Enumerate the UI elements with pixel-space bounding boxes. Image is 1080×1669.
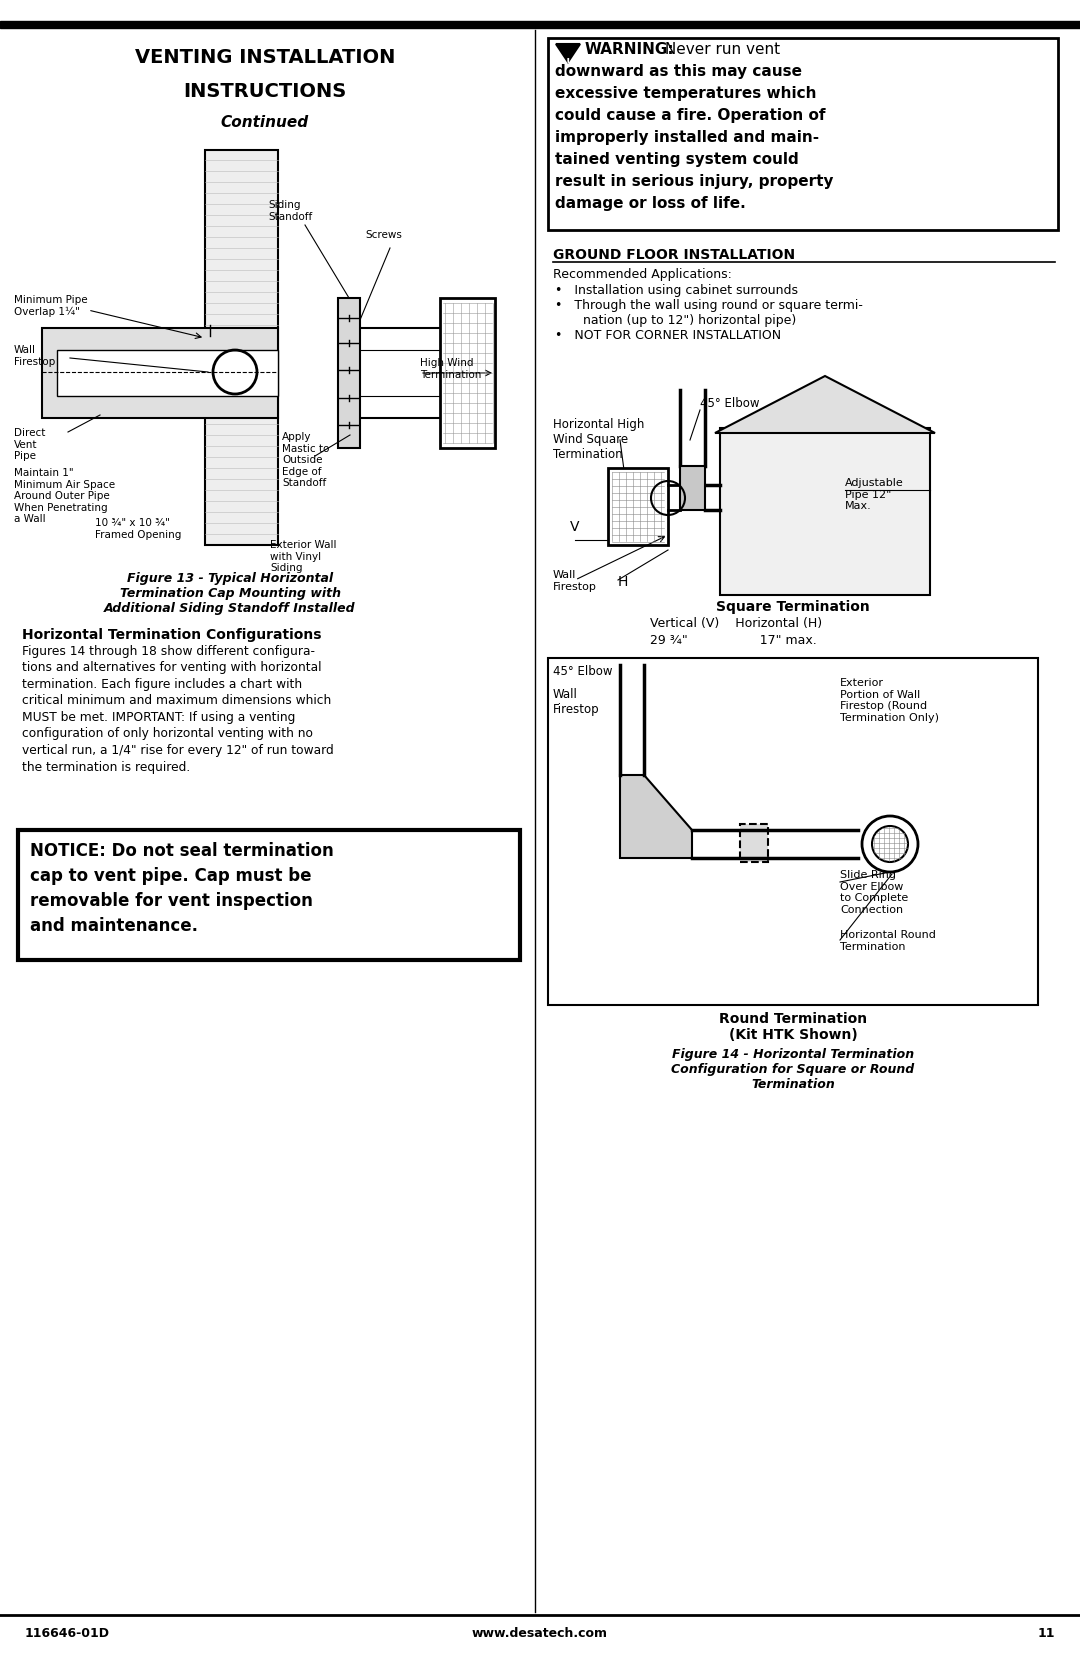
- Text: WARNING:: WARNING:: [585, 42, 675, 57]
- Text: Round Termination: Round Termination: [719, 1011, 867, 1026]
- Polygon shape: [715, 376, 935, 432]
- Bar: [720, 427, 930, 596]
- Text: removable for vent inspection: removable for vent inspection: [30, 891, 313, 910]
- Text: High Wind
Termination: High Wind Termination: [420, 357, 482, 379]
- Text: Termination Cap Mounting with: Termination Cap Mounting with: [120, 587, 340, 599]
- Text: Configuration for Square or Round: Configuration for Square or Round: [672, 1063, 915, 1077]
- Text: could cause a fire. Operation of: could cause a fire. Operation of: [555, 108, 825, 124]
- Text: improperly installed and main-: improperly installed and main-: [555, 130, 819, 145]
- Text: Figure 13 - Typical Horizontal: Figure 13 - Typical Horizontal: [127, 572, 333, 586]
- Text: Adjustable
Pipe 12"
Max.: Adjustable Pipe 12" Max.: [845, 477, 904, 511]
- Bar: [680, 466, 705, 511]
- Text: Siding
Standoff: Siding Standoff: [268, 200, 312, 222]
- Text: •   NOT FOR CORNER INSTALLATION: • NOT FOR CORNER INSTALLATION: [555, 329, 781, 342]
- Text: vertical run, a 1/4" rise for every 12" of run toward: vertical run, a 1/4" rise for every 12" …: [22, 744, 334, 758]
- Text: 11: 11: [1038, 1627, 1055, 1641]
- Text: the termination is required.: the termination is required.: [22, 761, 190, 773]
- Text: Wall
Firestop: Wall Firestop: [14, 345, 55, 367]
- Text: critical minimum and maximum dimensions which: critical minimum and maximum dimensions …: [22, 694, 332, 708]
- Bar: [440, 299, 495, 447]
- Text: tions and alternatives for venting with horizontal: tions and alternatives for venting with …: [22, 661, 322, 674]
- Bar: [205, 150, 278, 546]
- Text: 45° Elbow: 45° Elbow: [700, 397, 759, 411]
- Text: Slide Ring
Over Elbow
to Complete
Connection: Slide Ring Over Elbow to Complete Connec…: [840, 870, 908, 915]
- Text: GROUND FLOOR INSTALLATION: GROUND FLOOR INSTALLATION: [553, 249, 795, 262]
- Text: INSTRUCTIONS: INSTRUCTIONS: [184, 82, 347, 102]
- Text: Figures 14 through 18 show different configura-: Figures 14 through 18 show different con…: [22, 644, 315, 658]
- Text: Vertical (V)    Horizontal (H): Vertical (V) Horizontal (H): [650, 618, 822, 629]
- Text: Horizontal High
Wind Square
Termination: Horizontal High Wind Square Termination: [553, 417, 645, 461]
- Text: Screws: Screws: [365, 230, 402, 240]
- Text: Exterior Wall
with Vinyl
Siding: Exterior Wall with Vinyl Siding: [270, 541, 337, 572]
- Text: MUST be met. IMPORTANT: If using a venting: MUST be met. IMPORTANT: If using a venti…: [22, 711, 295, 724]
- Text: tained venting system could: tained venting system could: [555, 152, 799, 167]
- Text: Wall
Firestop: Wall Firestop: [553, 688, 599, 716]
- Text: cap to vent pipe. Cap must be: cap to vent pipe. Cap must be: [30, 866, 311, 885]
- Text: Termination: Termination: [751, 1078, 835, 1092]
- Text: Square Termination: Square Termination: [716, 599, 869, 614]
- Text: damage or loss of life.: damage or loss of life.: [555, 195, 746, 210]
- Text: 45° Elbow: 45° Elbow: [553, 664, 612, 678]
- Text: Wall
Firestop: Wall Firestop: [553, 571, 597, 591]
- Text: H: H: [618, 576, 629, 589]
- Bar: [548, 38, 1058, 230]
- Text: excessive temperatures which: excessive temperatures which: [555, 87, 816, 102]
- Text: Recommended Applications:: Recommended Applications:: [553, 269, 732, 280]
- Text: Direct
Vent
Pipe: Direct Vent Pipe: [14, 427, 45, 461]
- Text: V: V: [570, 521, 580, 534]
- Text: 116646-01D: 116646-01D: [25, 1627, 110, 1641]
- Bar: [0, 22, 1080, 28]
- Text: configuration of only horizontal venting with no: configuration of only horizontal venting…: [22, 728, 313, 741]
- Polygon shape: [556, 43, 580, 62]
- Text: result in serious injury, property: result in serious injury, property: [555, 174, 834, 189]
- Bar: [57, 350, 278, 396]
- Text: 10 ¾" x 10 ¾"
Framed Opening: 10 ¾" x 10 ¾" Framed Opening: [95, 517, 181, 539]
- Bar: [338, 299, 360, 447]
- Text: 29 ¾"                  17" max.: 29 ¾" 17" max.: [650, 634, 816, 648]
- Text: (Kit HTK Shown): (Kit HTK Shown): [729, 1028, 858, 1041]
- Text: !: !: [566, 58, 570, 68]
- Bar: [740, 824, 768, 861]
- Bar: [42, 329, 278, 417]
- Bar: [608, 467, 669, 546]
- Text: Never run vent: Never run vent: [660, 42, 780, 57]
- Text: termination. Each figure includes a chart with: termination. Each figure includes a char…: [22, 678, 302, 691]
- Text: downward as this may cause: downward as this may cause: [555, 63, 802, 78]
- Circle shape: [862, 816, 918, 871]
- Text: NOTICE: Do not seal termination: NOTICE: Do not seal termination: [30, 841, 334, 860]
- Bar: [18, 829, 519, 960]
- Text: Minimum Pipe
Overlap 1¼": Minimum Pipe Overlap 1¼": [14, 295, 87, 317]
- Text: Exterior
Portion of Wall
Firestop (Round
Termination Only): Exterior Portion of Wall Firestop (Round…: [840, 678, 939, 723]
- Text: Horizontal Round
Termination: Horizontal Round Termination: [840, 930, 936, 951]
- Polygon shape: [620, 774, 692, 858]
- Text: VENTING INSTALLATION: VENTING INSTALLATION: [135, 48, 395, 67]
- Bar: [548, 658, 1038, 1005]
- Text: Figure 14 - Horizontal Termination: Figure 14 - Horizontal Termination: [672, 1048, 914, 1061]
- Text: Apply
Mastic to
Outside
Edge of
Standoff: Apply Mastic to Outside Edge of Standoff: [282, 432, 329, 489]
- Text: •   Installation using cabinet surrounds: • Installation using cabinet surrounds: [555, 284, 798, 297]
- Text: www.desatech.com: www.desatech.com: [472, 1627, 608, 1641]
- Text: nation (up to 12") horizontal pipe): nation (up to 12") horizontal pipe): [555, 314, 796, 327]
- Text: Horizontal Termination Configurations: Horizontal Termination Configurations: [22, 628, 322, 643]
- Text: Additional Siding Standoff Installed: Additional Siding Standoff Installed: [104, 603, 355, 614]
- Text: and maintenance.: and maintenance.: [30, 916, 198, 935]
- Text: •   Through the wall using round or square termi-: • Through the wall using round or square…: [555, 299, 863, 312]
- Text: Maintain 1"
Minimum Air Space
Around Outer Pipe
When Penetrating
a Wall: Maintain 1" Minimum Air Space Around Out…: [14, 467, 116, 524]
- Text: Continued: Continued: [221, 115, 309, 130]
